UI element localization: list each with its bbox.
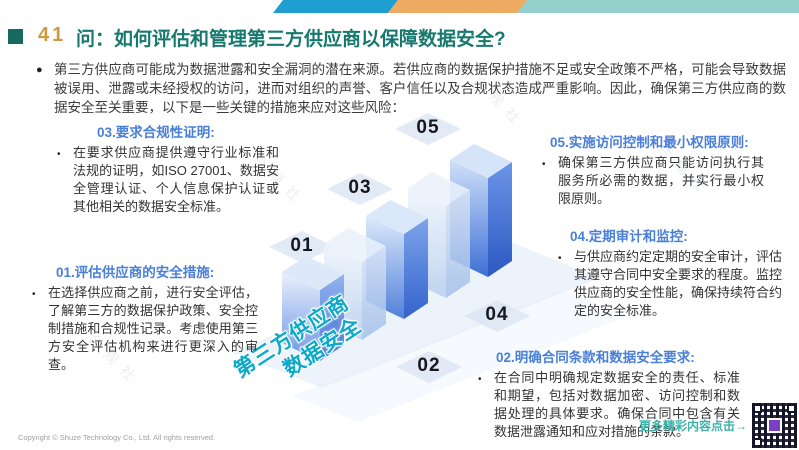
bullet-icon: ●	[36, 64, 43, 76]
page-title: 问：如何评估和管理第三方供应商以保障数据安全?	[76, 29, 506, 50]
step-block-03: 03.要求合规性证明: • 在要求供应商提供遵守行业标准和法规的证明，如ISO …	[57, 124, 279, 216]
step-tile-02	[396, 351, 462, 383]
qr-code	[752, 403, 797, 448]
step-number-04: 04	[485, 304, 509, 325]
step-block-01: 01.评估供应商的安全措施: • 在选择供应商之前，进行安全评估，了解第三方的数…	[32, 264, 258, 374]
top-stripes	[0, 0, 799, 13]
bullet-icon: •	[478, 374, 482, 385]
bullet-icon: •	[542, 159, 546, 170]
step-body-03: 在要求供应商提供遵守行业标准和法规的证明，如ISO 27001、数据安全管理认证…	[73, 145, 279, 214]
intro-text: 第三方供应商可能成为数据泄露和安全漏洞的潜在来源。若供应商的数据保护措施不足或安…	[54, 62, 786, 115]
step-number-02: 02	[417, 355, 441, 376]
step-tile-04	[464, 300, 530, 332]
step-body-04: 与供应商约定定期的安全审计，评估其遵守合同中安全要求的程度。监控供应商的安全性能…	[574, 249, 783, 318]
title-marker-square	[8, 29, 23, 44]
step-block-05: 05.实施访问控制和最小权限原则: • 确保第三方供应商只能访问执行其服务所必需…	[542, 134, 764, 208]
step-body-01: 在选择供应商之前，进行安全评估，了解第三方的数据保护政策、安全控制措施和合规性记…	[48, 285, 258, 372]
step-number-01: 01	[290, 235, 314, 256]
step-tile-01	[269, 231, 335, 263]
bullet-icon: •	[57, 149, 61, 160]
step-block-04: 04.定期审计和监控: • 与供应商约定定期的安全审计，评估其遵守合同中安全要求…	[558, 228, 782, 320]
copyright-text: Copyright © Shuze Technology Co., Ltd. A…	[18, 433, 216, 442]
question-number: 41	[38, 24, 67, 46]
more-content-link[interactable]: 更多精彩内容点击→	[638, 419, 747, 433]
stripe-blue	[273, 0, 398, 13]
step-tile-03	[327, 173, 393, 205]
step-heading-04: 04.定期审计和监控:	[570, 229, 688, 244]
step-number-03: 03	[348, 177, 372, 198]
stripe-orange	[388, 0, 527, 13]
step-number-05: 05	[416, 117, 440, 138]
step-body-02: 在合同中明确规定数据安全的责任、标准和期望，包括对数据加密、访问控制和数据处理的…	[494, 370, 740, 439]
bullet-icon: •	[32, 289, 36, 300]
qr-eye-icon	[753, 438, 762, 447]
step-heading-02: 02.明确合同条款和数据安全要求:	[496, 350, 695, 365]
intro-paragraph: ● 第三方供应商可能成为数据泄露和安全漏洞的潜在来源。若供应商的数据保护措施不足…	[36, 60, 786, 117]
bar-01	[282, 256, 344, 361]
step-tiles	[269, 113, 530, 383]
step-heading-05: 05.实施访问控制和最小权限原则:	[550, 135, 749, 150]
step-tile-05	[395, 113, 461, 145]
qr-logo	[767, 418, 782, 433]
qr-eye-icon	[753, 404, 762, 413]
stripe-teal	[517, 0, 799, 13]
step-heading-03: 03.要求合规性证明:	[97, 125, 215, 140]
step-body-05: 确保第三方供应商只能访问执行其服务所必需的数据，并实行最小权限原则。	[558, 155, 764, 206]
bullet-icon: •	[558, 253, 562, 264]
step-block-02: 02.明确合同条款和数据安全要求: • 在合同中明确规定数据安全的责任、标准和期…	[478, 349, 740, 441]
step-heading-01: 01.评估供应商的安全措施:	[56, 265, 215, 280]
qr-eye-icon	[787, 404, 796, 413]
